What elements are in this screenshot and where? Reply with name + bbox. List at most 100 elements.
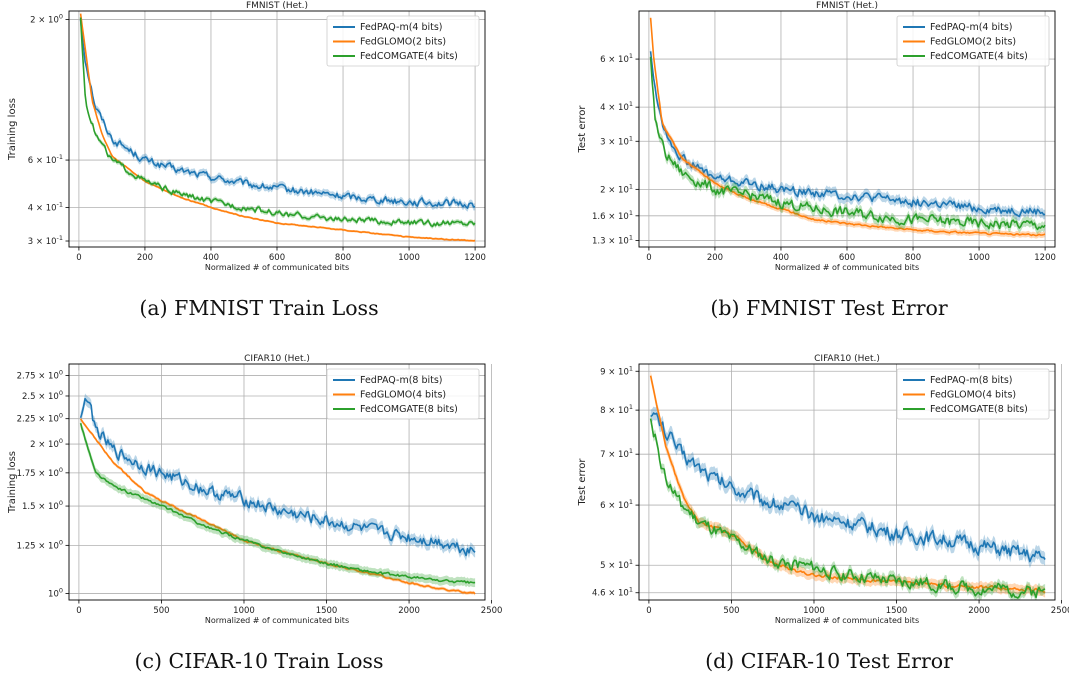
y-axis-label: Test error (577, 105, 588, 154)
y-tick-label: 3 × 10-1 (28, 234, 63, 247)
series-band (650, 52, 1046, 235)
x-tick-label: 400 (203, 253, 219, 263)
chart-title: FMNIST (Het.) (816, 1, 878, 11)
legend-box (896, 15, 1050, 67)
y-tick-label: 2 × 100 (30, 12, 63, 25)
legend-label: FedPAQ-m(8 bits) (930, 375, 1013, 386)
x-tick-label: 2500 (1051, 606, 1069, 616)
y-tick-label: 5 × 101 (600, 558, 633, 571)
series-line (649, 17, 1046, 237)
x-tick-label: 1200 (1034, 253, 1056, 263)
x-tick-label: 1500 (316, 606, 338, 616)
plot-frame (68, 363, 486, 601)
chart-1: 0 200 400 600 800 1000 1200 6 × 101 4 × 101 3 × 1… (577, 1, 1056, 272)
x-tick-label: 500 (153, 606, 169, 616)
x-tick-label: 2000 (398, 606, 420, 616)
y-tick-label: 4.6 × 101 (592, 586, 633, 599)
series-line (649, 51, 1046, 218)
x-tick-label: 0 (646, 606, 651, 616)
y-tick-label: 9 × 101 (600, 364, 633, 377)
x-tick-label: 500 (723, 606, 739, 616)
y-tick-label: 1.6 × 101 (592, 209, 633, 222)
series-band (80, 419, 476, 588)
series-band (80, 393, 476, 561)
chart-title: CIFAR10 (Het.) (814, 354, 880, 364)
legend-box (326, 15, 480, 67)
caption-d: (d) CIFAR-10 Test Error (705, 649, 953, 673)
plot-frame (638, 363, 1056, 601)
x-tick-label: 1500 (886, 606, 908, 616)
legend-label: FedGLOMO(4 bits) (930, 390, 1016, 401)
series-line (650, 412, 1046, 563)
x-tick-label: 600 (269, 253, 285, 263)
legend-label: FedGLOMO(2 bits) (930, 37, 1016, 48)
legend-box (326, 368, 480, 420)
x-tick-label: 2500 (481, 606, 503, 616)
caption-c: (c) CIFAR-10 Train Loss (134, 649, 384, 673)
caption-a: (a) FMNIST Train Loss (139, 296, 379, 320)
x-tick-label: 1000 (968, 253, 990, 263)
series-line (649, 375, 1046, 594)
y-tick-label: 6 × 10-1 (28, 153, 63, 166)
legend-label: FedPAQ-m(4 bits) (930, 22, 1013, 33)
series-band (650, 406, 1046, 569)
series-band (650, 46, 1046, 222)
legend-label: FedCOMGATE(8 bits) (930, 404, 1028, 415)
series-line (79, 13, 476, 242)
y-tick-label: 1.75 × 100 (17, 466, 63, 479)
y-tick-label: 1.25 × 100 (17, 538, 63, 551)
legend-label: FedCOMGATE(8 bits) (360, 404, 458, 415)
y-axis-label: Training loss (7, 451, 18, 514)
x-tick-label: 800 (905, 253, 921, 263)
y-tick-label: 2.5 × 100 (22, 389, 63, 402)
series-line (79, 397, 476, 557)
series-line (79, 423, 476, 584)
x-axis-label: Normalized # of communicated bits (205, 616, 349, 625)
x-axis-label: Normalized # of communicated bits (775, 616, 919, 625)
chart-2: 0 500 1000 1500 2000 2500 2.75 × 100 2.5 × 100 2… (7, 354, 502, 625)
y-axis-label: Training loss (7, 98, 18, 161)
chart-title: FMNIST (Het.) (246, 1, 308, 11)
series-line (79, 17, 476, 228)
y-tick-label: 4 × 10-1 (28, 200, 63, 213)
x-tick-label: 400 (773, 253, 789, 263)
y-tick-label: 2 × 100 (30, 437, 63, 450)
legend-label: FedCOMGATE(4 bits) (930, 51, 1028, 62)
caption-b: (b) FMNIST Test Error (710, 296, 948, 320)
y-tick-label: 4 × 101 (600, 100, 633, 113)
legend-label: FedGLOMO(2 bits) (360, 37, 446, 48)
y-tick-label: 2 × 101 (600, 182, 633, 195)
series-line (79, 19, 476, 209)
x-tick-label: 600 (839, 253, 855, 263)
chart-0: 0 200 400 600 800 1000 1200 2 × 100 6 × 10-1 4 × … (7, 1, 486, 272)
x-axis-label: Normalized # of communicated bits (205, 263, 349, 272)
x-tick-label: 0 (76, 253, 81, 263)
series-line (649, 56, 1046, 231)
legend-label: FedCOMGATE(4 bits) (360, 51, 458, 62)
x-tick-label: 800 (335, 253, 351, 263)
x-tick-label: 1000 (233, 606, 255, 616)
x-tick-label: 1200 (464, 253, 486, 263)
legend-label: FedPAQ-m(4 bits) (360, 22, 443, 33)
legend-box (896, 368, 1050, 420)
y-tick-label: 2.25 × 100 (17, 412, 63, 425)
y-tick-label: 2.75 × 100 (17, 368, 63, 381)
legend-label: FedPAQ-m(8 bits) (360, 375, 443, 386)
y-tick-label: 7 × 101 (600, 447, 633, 460)
x-tick-label: 0 (646, 253, 651, 263)
y-tick-label: 6 × 101 (600, 52, 633, 65)
y-tick-label: 1.3 × 101 (592, 233, 633, 246)
x-tick-label: 1000 (398, 253, 420, 263)
legend-label: FedGLOMO(4 bits) (360, 390, 446, 401)
x-axis-label: Normalized # of communicated bits (775, 263, 919, 272)
x-tick-label: 1000 (803, 606, 825, 616)
series-line (649, 418, 1046, 599)
x-tick-label: 0 (76, 606, 81, 616)
x-tick-label: 2000 (968, 606, 990, 616)
y-axis-label: Test error (577, 458, 588, 507)
y-tick-label: 8 × 101 (600, 403, 633, 416)
x-tick-label: 200 (707, 253, 723, 263)
y-tick-label: 3 × 101 (600, 134, 633, 147)
chart-title: CIFAR10 (Het.) (244, 354, 310, 364)
